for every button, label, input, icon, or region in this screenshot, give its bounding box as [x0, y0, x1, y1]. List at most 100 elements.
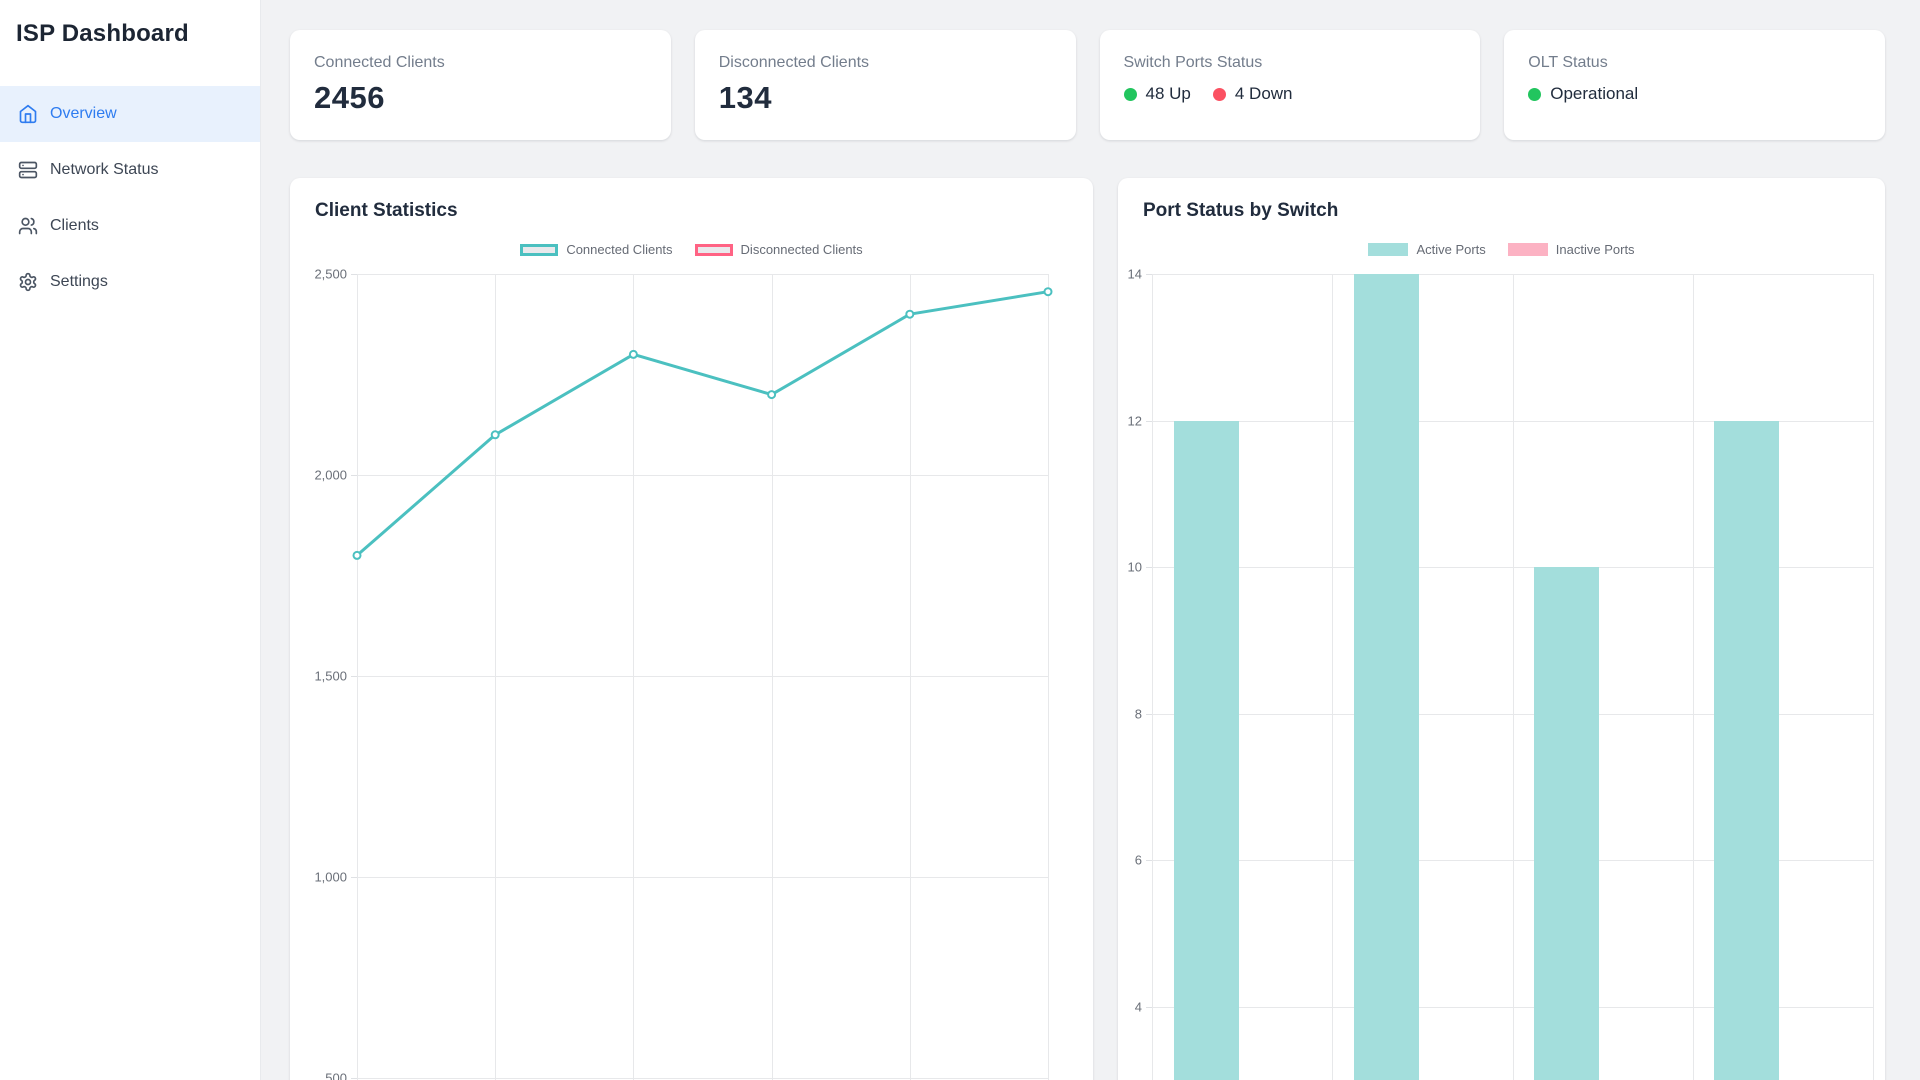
active-ports-bar [1534, 567, 1600, 1080]
legend-item[interactable]: Connected Clients [520, 242, 673, 257]
y-tick-label: 6 [1134, 852, 1142, 868]
status-indicators: Operational [1528, 84, 1861, 104]
y-tick-label: 1,500 [314, 668, 347, 684]
y-tick-mark [351, 877, 357, 878]
v-gridline [1048, 274, 1049, 1080]
stat-label: Switch Ports Status [1123, 54, 1263, 71]
status-indicator: Operational [1528, 84, 1638, 104]
stat-card-olt-status: OLT Status Operational [1504, 30, 1885, 140]
y-tick-label: 12 [1127, 413, 1142, 429]
stat-value: 2456 [314, 80, 385, 115]
y-tick-label: 4 [1134, 999, 1142, 1015]
y-tick-mark [1146, 274, 1152, 275]
server-icon [18, 161, 38, 179]
stat-card-connected-clients: Connected Clients 2456 [290, 30, 671, 140]
legend-swatch [1368, 243, 1409, 256]
sidebar-item-clients[interactable]: Clients [0, 198, 260, 254]
sidebar-item-label: Clients [50, 217, 99, 234]
y-tick-label: 14 [1127, 266, 1142, 282]
stat-label: Connected Clients [314, 54, 445, 71]
legend-swatch [520, 243, 559, 256]
sidebar-item-network-status[interactable]: Network Status [0, 142, 260, 198]
active-ports-bar [1714, 420, 1780, 1080]
chart-title-client-statistics: Client Statistics [315, 200, 458, 221]
y-tick-label: 1,000 [314, 869, 347, 885]
port-status-card: Port Status by Switch Active Ports Inacti… [1118, 178, 1885, 1080]
main-content: Connected Clients 2456 Disconnected Client… [261, 0, 1920, 1080]
status-text: 48 Up [1145, 84, 1191, 103]
sidebar: ISP Dashboard Overview Network Status Clie… [0, 0, 261, 1080]
active-ports-bar [1353, 274, 1419, 1080]
users-icon [18, 217, 38, 235]
stat-value: 134 [718, 80, 772, 115]
v-gridline [1512, 274, 1514, 1080]
status-text: Operational [1550, 84, 1639, 103]
y-tick-mark [1146, 860, 1152, 862]
y-tick-mark [351, 274, 357, 275]
v-gridline [771, 274, 773, 1080]
charts-row: Client Statistics Connected Clients Disco… [290, 178, 1885, 1080]
y-tick-mark [1146, 1007, 1152, 1008]
chart-legend: Active Ports Inactive Ports [1118, 242, 1885, 257]
home-icon [19, 104, 37, 124]
legend-swatch [694, 243, 733, 256]
app-title: ISP Dashboard [16, 20, 189, 47]
status-text: 4 Down [1234, 84, 1293, 103]
stats-row: Connected Clients 2456 Disconnected Client… [290, 30, 1885, 140]
status-indicator: 48 Up [1123, 84, 1191, 104]
sidebar-item-label: Network Status [50, 161, 159, 178]
sidebar-item-settings[interactable]: Settings [0, 254, 260, 310]
v-gridline [1873, 274, 1874, 1080]
v-gridline [1692, 274, 1694, 1080]
sidebar-item-label: Overview [50, 105, 117, 122]
y-tick-label: 10 [1127, 559, 1142, 575]
legend-label: Connected Clients [566, 242, 673, 257]
v-gridline [633, 274, 635, 1080]
chart-legend: Connected Clients Disconnected Clients [290, 242, 1093, 257]
y-tick-mark [351, 1078, 357, 1079]
legend-label: Inactive Ports [1555, 242, 1635, 257]
v-gridline [495, 274, 497, 1080]
y-tick-mark [351, 475, 357, 476]
client-statistics-line-canvas [352, 287, 1053, 560]
h-gridline [357, 274, 1048, 275]
legend-label: Active Ports [1416, 242, 1486, 257]
legend-label: Disconnected Clients [740, 242, 863, 257]
sidebar-item-label: Settings [50, 273, 108, 290]
v-gridline [909, 274, 911, 1080]
stat-label: Disconnected Clients [718, 54, 870, 71]
sidebar-nav: Overview Network Status Clients Settings [0, 86, 260, 310]
status-indicators: 48 Up 4 Down [1123, 84, 1457, 104]
v-gridline [1152, 274, 1153, 1080]
stat-card-disconnected-clients: Disconnected Clients 134 [694, 30, 1076, 140]
legend-item[interactable]: Disconnected Clients [694, 242, 863, 257]
h-gridline [357, 877, 1048, 878]
client-statistics-card: Client Statistics Connected Clients Disco… [290, 178, 1093, 1080]
stat-label: OLT Status [1528, 54, 1608, 71]
y-tick-label: 8 [1134, 706, 1142, 722]
h-gridline [357, 1078, 1048, 1079]
y-tick-label: 2,500 [314, 266, 347, 282]
v-gridline [357, 274, 358, 1080]
active-ports-bar [1173, 420, 1239, 1080]
y-tick-mark [351, 676, 357, 677]
h-gridline [357, 475, 1048, 476]
legend-item[interactable]: Active Ports [1368, 242, 1486, 257]
h-gridline [357, 676, 1048, 677]
status-dot-icon [1212, 87, 1226, 101]
y-tick-mark [1146, 420, 1152, 422]
legend-swatch [1507, 243, 1548, 256]
y-tick-label: 2,000 [314, 467, 347, 483]
status-dot-icon [1123, 87, 1137, 101]
stat-card-switch-ports-status: Switch Ports Status 48 Up 4 Down [1099, 30, 1481, 140]
status-indicator: 4 Down [1212, 84, 1293, 104]
v-gridline [1332, 274, 1334, 1080]
chart-title-port-status: Port Status by Switch [1143, 200, 1339, 221]
y-tick-label: 500 [325, 1070, 347, 1080]
gear-icon [19, 272, 37, 292]
sidebar-item-overview[interactable]: Overview [0, 86, 260, 142]
status-dot-icon [1528, 87, 1542, 101]
y-tick-mark [1146, 567, 1152, 569]
legend-item[interactable]: Inactive Ports [1507, 242, 1635, 257]
